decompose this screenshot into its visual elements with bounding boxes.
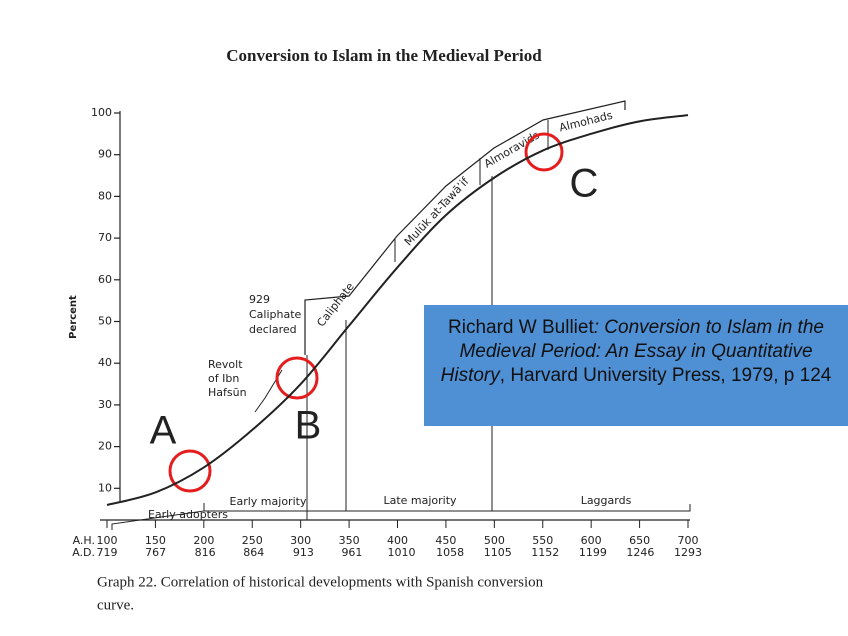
citation-title: : Conversion to Islam in the Medieval Pe… xyxy=(440,317,824,386)
highlight-circle xyxy=(524,132,564,172)
x2-tick-label: 1293 xyxy=(674,546,702,559)
annotation: 929 xyxy=(249,293,270,306)
x-tick-label: 350 xyxy=(339,534,360,547)
caption: curve. xyxy=(97,597,134,613)
y-tick-label: 50 xyxy=(98,315,112,328)
phase-label: Late majority xyxy=(383,494,457,507)
x-tick-label: 600 xyxy=(581,534,602,547)
event-band xyxy=(304,100,626,355)
y-tick-label: 70 xyxy=(98,231,112,244)
curve xyxy=(106,114,689,506)
x-tick-label: 550 xyxy=(532,534,553,547)
annotation: of Ibn xyxy=(208,372,239,385)
highlight-circle xyxy=(275,356,319,400)
x-tick-label: 700 xyxy=(678,534,699,547)
y-tick-label: 90 xyxy=(98,148,112,161)
citation-box: Richard W Bulliet: Conversion to Islam i… xyxy=(424,305,848,426)
y-tick-label: 80 xyxy=(98,189,112,202)
y-tick-label: 100 xyxy=(91,106,112,119)
chart-title: Conversion to Islam in the Medieval Peri… xyxy=(226,46,542,65)
x-tick-label: 300 xyxy=(290,534,311,547)
phase-bracket xyxy=(204,504,691,512)
x2-tick-label: 719 xyxy=(97,546,118,559)
x2-tick-label: 1105 xyxy=(484,546,512,559)
annotation: declared xyxy=(249,323,297,336)
event-label: Mulūk at-Tawāʾif xyxy=(402,174,472,248)
x2-tick-label: 1010 xyxy=(388,546,416,559)
x-tick-label: 650 xyxy=(629,534,650,547)
x-tick-label: 150 xyxy=(145,534,166,547)
phase-label: Early majority xyxy=(230,495,307,508)
citation-publisher: , Harvard University Press, 1979, p 124 xyxy=(499,365,832,386)
x2-tick-label: 1199 xyxy=(579,546,607,559)
x2-tick-label: 767 xyxy=(145,546,166,559)
y-tick-label: 60 xyxy=(98,273,112,286)
annotation: Caliphate xyxy=(249,308,302,321)
caption: Graph 22. Correlation of historical deve… xyxy=(97,574,544,590)
phase-bracket xyxy=(111,503,205,530)
x2-tick-label: 1058 xyxy=(436,546,464,559)
x2-axis-label: A.D. xyxy=(72,546,95,559)
x-tick-label: 200 xyxy=(193,534,214,547)
x-tick-label: 500 xyxy=(484,534,505,547)
annotation: Hafsūn xyxy=(208,386,247,399)
y-tick-label: 10 xyxy=(98,481,112,494)
y-tick-label: 40 xyxy=(98,356,112,369)
x-tick-label: 250 xyxy=(242,534,263,547)
point-label: B xyxy=(295,404,322,448)
point-label: A xyxy=(150,409,177,453)
x2-tick-label: 1246 xyxy=(626,546,654,559)
x-axis-label: A.H. xyxy=(73,534,95,547)
x-tick-label: 100 xyxy=(97,534,118,547)
phase-label: Laggards xyxy=(581,494,632,507)
x2-tick-label: 913 xyxy=(293,546,314,559)
x-tick-label: 400 xyxy=(387,534,408,547)
x-tick-label: 450 xyxy=(435,534,456,547)
x2-tick-label: 816 xyxy=(195,546,216,559)
highlight-circle xyxy=(168,449,212,493)
x2-tick-label: 1152 xyxy=(531,546,559,559)
y-tick-label: 20 xyxy=(98,440,112,453)
phase-label: Early adopters xyxy=(148,508,228,521)
citation-author: Richard W Bulliet xyxy=(448,317,594,338)
x2-tick-label: 961 xyxy=(341,546,362,559)
point-label: C xyxy=(570,162,599,206)
x2-tick-label: 864 xyxy=(243,546,264,559)
y-tick-label: 30 xyxy=(98,398,112,411)
annotation: Revolt xyxy=(208,358,243,371)
y-axis-label: Percent xyxy=(68,295,79,339)
event-label: Caliphate xyxy=(314,280,357,329)
